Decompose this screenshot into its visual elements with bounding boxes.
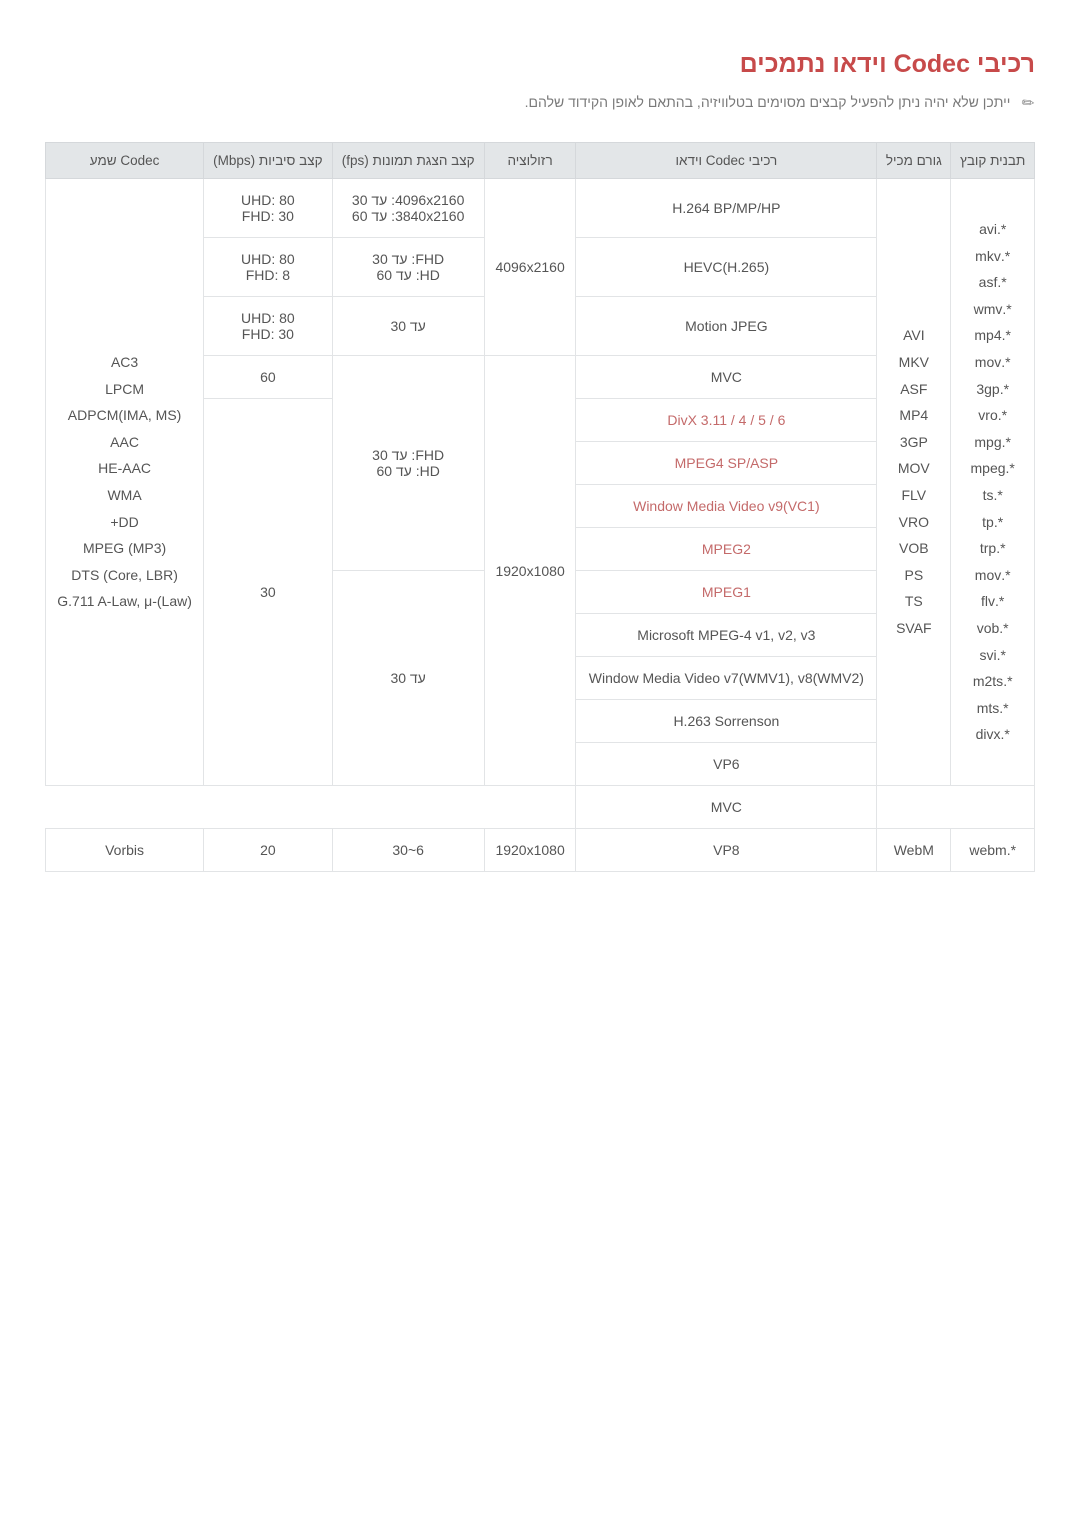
cell-res: 1920x1080	[484, 829, 576, 872]
cell-codec-mpeg2[interactable]: MPEG2	[576, 528, 877, 571]
table-row: *.webm WebM VP8 1920x1080 6~30 20 Vorbis	[46, 829, 1035, 872]
cell-bitrate: 60	[204, 356, 332, 399]
cell-codec: Microsoft MPEG-4 v1, v2, v3	[576, 614, 877, 657]
codec-table: תבנית קובץ גורם מכיל רכיבי Codec וידאו ר…	[45, 142, 1035, 872]
cell-codec: MVC	[576, 786, 877, 829]
th-frame-rate: קצב הצגת תמונות (fps)	[332, 143, 484, 179]
cell-codec: VP8	[576, 829, 877, 872]
cell-codec: H.263 Sorrenson	[576, 700, 877, 743]
cell-codec-mpeg4[interactable]: MPEG4 SP/ASP	[576, 442, 877, 485]
cell-audio: Vorbis	[46, 829, 204, 872]
cell-container: WebM	[877, 829, 951, 872]
page-title: רכיבי Codec וידאו נתמכים	[45, 50, 1035, 79]
cell-codec-mpeg1[interactable]: MPEG1	[576, 571, 877, 614]
th-audio-codec: Codec שמע	[46, 143, 204, 179]
cell-audio-codecs: AC3LPCMADPCM(IMA, MS)AACHE-AACWMADD+MPEG…	[46, 179, 204, 786]
cell-fps: 4096x2160: עד 303840x2160: עד 60	[332, 179, 484, 238]
th-video-codec: רכיבי Codec וידאו	[576, 143, 877, 179]
th-file-ext: תבנית קובץ	[951, 143, 1035, 179]
cell-fps: עד 30	[332, 297, 484, 356]
cell-bitrate-30: 30	[204, 399, 332, 786]
note-text: ייתכן שלא יהיה ניתן להפעיל קבצים מסוימים…	[525, 94, 1011, 110]
cell-codec: MVC	[576, 356, 877, 399]
cell-bitrate: UHD: 80FHD: 8	[204, 238, 332, 297]
cell-bitrate: 20	[204, 829, 332, 872]
cell-codec: VP6	[576, 743, 877, 786]
cell-ext: *.webm	[951, 829, 1035, 872]
cell-codec: H.264 BP/MP/HP	[576, 179, 877, 238]
th-container: גורם מכיל	[877, 143, 951, 179]
cell-res-1080: 1920x1080	[484, 356, 576, 786]
th-bitrate: קצב סיביות (Mbps)	[204, 143, 332, 179]
cell-codec: Window Media Video v7(WMV1), v8(WMV2)	[576, 657, 877, 700]
cell-containers: AVIMKVASFMP43GPMOVFLVVROVOBPSTSSVAF	[877, 179, 951, 786]
cell-codec: HEVC(H.265)	[576, 238, 877, 297]
table-row: *.avi*.mkv*.asf*.wmv*.mp4*.mov*.3gp*.vro…	[46, 179, 1035, 238]
cell-fps: FHD: עד 30HD: עד 60	[332, 356, 484, 571]
cell-res-4k: 4096x2160	[484, 179, 576, 356]
cell-fps-upto30: עד 30	[332, 571, 484, 786]
cell-file-ext: *.avi*.mkv*.asf*.wmv*.mp4*.mov*.3gp*.vro…	[951, 179, 1035, 786]
note-row: ✎ ייתכן שלא יהיה ניתן להפעיל קבצים מסוימ…	[45, 94, 1035, 112]
cell-bitrate: UHD: 80FHD: 30	[204, 179, 332, 238]
cell-fps: 6~30	[332, 829, 484, 872]
table-row: MVC	[46, 786, 1035, 829]
th-resolution: רזולוציה	[484, 143, 576, 179]
cell-fps: FHD: עד 30HD: עד 60	[332, 238, 484, 297]
cell-codec: Motion JPEG	[576, 297, 877, 356]
pencil-icon: ✎	[1018, 92, 1039, 114]
cell-codec-divx[interactable]: DivX 3.11 / 4 / 5 / 6	[576, 399, 877, 442]
cell-bitrate: UHD: 80FHD: 30	[204, 297, 332, 356]
cell-codec-wmv9[interactable]: Window Media Video v9(VC1)	[576, 485, 877, 528]
